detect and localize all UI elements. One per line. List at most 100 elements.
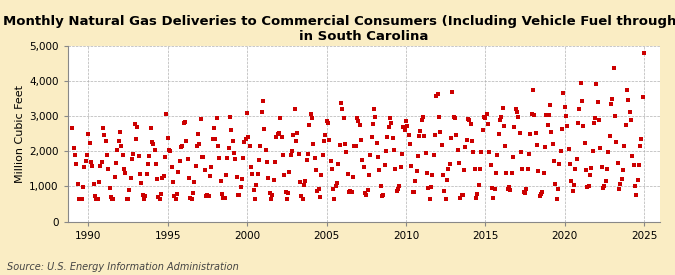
- Text: Source: U.S. Energy Information Administration: Source: U.S. Energy Information Administ…: [7, 262, 238, 272]
- Point: [595, 146, 606, 150]
- Point: [215, 179, 226, 183]
- Point: [603, 150, 614, 154]
- Point: [427, 172, 438, 177]
- Point: [71, 161, 82, 166]
- Point: [430, 133, 441, 137]
- Point: [451, 132, 462, 137]
- Point: [294, 151, 304, 156]
- Point: [239, 140, 250, 144]
- Point: [96, 160, 107, 164]
- Point: [558, 91, 569, 95]
- Point: [76, 197, 87, 201]
- Point: [541, 113, 551, 117]
- Point: [407, 190, 418, 194]
- Point: [258, 99, 269, 103]
- Point: [200, 194, 211, 198]
- Point: [431, 94, 441, 99]
- Point: [390, 167, 401, 171]
- Point: [545, 103, 556, 108]
- Point: [623, 97, 634, 102]
- Point: [484, 150, 495, 154]
- Point: [627, 154, 638, 159]
- Point: [639, 50, 649, 55]
- Point: [373, 154, 383, 159]
- Point: [194, 141, 205, 146]
- Point: [363, 172, 374, 177]
- Point: [349, 144, 360, 148]
- Point: [341, 150, 352, 154]
- Point: [107, 197, 117, 201]
- Point: [104, 186, 115, 190]
- Point: [126, 176, 136, 180]
- Point: [483, 122, 493, 126]
- Point: [305, 112, 316, 116]
- Point: [95, 164, 106, 168]
- Point: [188, 191, 198, 196]
- Point: [514, 131, 525, 136]
- Point: [290, 107, 300, 112]
- Point: [433, 115, 444, 119]
- Point: [432, 92, 443, 96]
- Point: [283, 191, 294, 195]
- Point: [633, 163, 644, 167]
- Point: [87, 164, 98, 168]
- Point: [292, 130, 303, 135]
- Point: [367, 122, 378, 126]
- Point: [604, 133, 615, 138]
- Point: [632, 178, 643, 183]
- Point: [550, 182, 561, 186]
- Point: [361, 193, 372, 198]
- Point: [356, 138, 367, 142]
- Point: [385, 116, 396, 120]
- Point: [455, 196, 466, 200]
- Point: [404, 142, 415, 146]
- Point: [231, 175, 242, 180]
- Point: [533, 169, 543, 173]
- Point: [271, 135, 281, 139]
- Point: [597, 165, 608, 169]
- Point: [152, 177, 163, 181]
- Point: [510, 106, 521, 111]
- Point: [256, 110, 267, 114]
- Point: [489, 187, 500, 191]
- Point: [300, 179, 310, 183]
- Point: [557, 126, 568, 131]
- Point: [235, 185, 246, 189]
- Point: [426, 185, 437, 189]
- Point: [561, 114, 572, 119]
- Point: [275, 116, 286, 120]
- Point: [196, 117, 207, 121]
- Point: [177, 144, 188, 148]
- Point: [334, 143, 345, 148]
- Point: [591, 82, 602, 87]
- Point: [525, 132, 536, 136]
- Point: [206, 165, 217, 169]
- Point: [626, 118, 637, 122]
- Point: [468, 150, 479, 155]
- Point: [117, 153, 128, 157]
- Point: [414, 134, 425, 138]
- Point: [262, 160, 273, 164]
- Point: [68, 146, 79, 150]
- Point: [389, 147, 400, 152]
- Point: [412, 153, 423, 158]
- Point: [277, 153, 288, 158]
- Point: [222, 156, 233, 160]
- Point: [538, 171, 549, 175]
- Point: [423, 186, 434, 191]
- Point: [354, 123, 365, 127]
- Point: [342, 172, 353, 176]
- Point: [340, 142, 350, 146]
- Point: [171, 191, 182, 196]
- Point: [312, 189, 323, 194]
- Point: [383, 125, 394, 129]
- Point: [393, 187, 404, 191]
- Point: [543, 113, 554, 117]
- Point: [476, 150, 487, 155]
- Point: [116, 144, 127, 148]
- Point: [601, 167, 612, 171]
- Point: [308, 142, 319, 146]
- Point: [576, 98, 587, 103]
- Point: [448, 115, 459, 119]
- Point: [443, 167, 454, 171]
